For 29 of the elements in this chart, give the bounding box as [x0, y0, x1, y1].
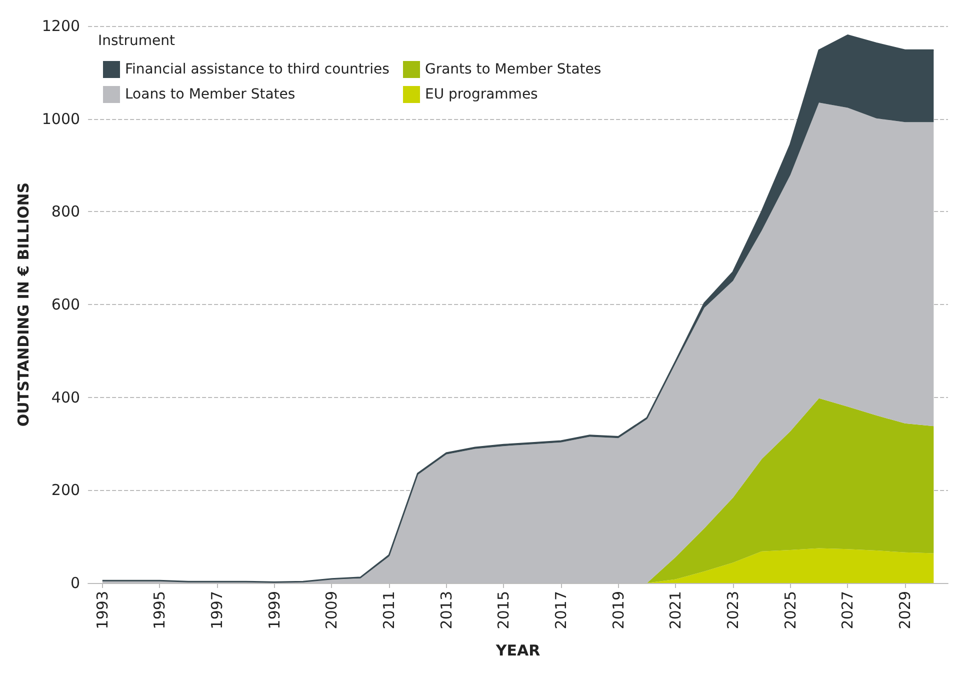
x-tick-label: 1999 — [265, 591, 284, 630]
y-tick-label: 1000 — [42, 110, 80, 128]
y-tick-label: 600 — [51, 296, 80, 314]
x-tick-label: 2019 — [609, 591, 628, 630]
legend-label: EU programmes — [425, 86, 538, 102]
x-tick-label: 1993 — [93, 591, 112, 630]
y-tick-label: 0 — [70, 574, 80, 592]
x-tick-label: 2029 — [896, 591, 914, 630]
x-tick-label: 2023 — [724, 591, 742, 630]
x-tick-label: 1997 — [208, 591, 226, 630]
y-tick-label: 400 — [51, 388, 80, 406]
y-tick-label: 800 — [51, 202, 80, 221]
legend-label: Grants to Member States — [425, 62, 602, 78]
x-tick-label: 2017 — [552, 591, 570, 630]
x-axis-title: YEAR — [494, 642, 541, 660]
legend-title: Instrument — [98, 33, 176, 49]
y-tick-label: 1200 — [42, 17, 80, 35]
y-axis-title: OUTSTANDING IN € BILLIONS — [14, 182, 32, 427]
x-tick-label: 2027 — [838, 591, 857, 630]
y-tick-label: 200 — [51, 481, 80, 500]
x-tick-label: 2013 — [437, 591, 456, 630]
x-tick-label: 1995 — [150, 591, 169, 630]
x-tick-label: 2015 — [494, 591, 513, 630]
x-tick-label: 2009 — [322, 591, 341, 630]
x-tick-label: 2025 — [781, 591, 800, 630]
legend-label: Financial assistance to third countries — [125, 62, 390, 78]
legend-label: Loans to Member States — [125, 86, 296, 102]
x-tick-label: 2021 — [666, 591, 685, 630]
x-tick-label: 2011 — [380, 591, 398, 630]
